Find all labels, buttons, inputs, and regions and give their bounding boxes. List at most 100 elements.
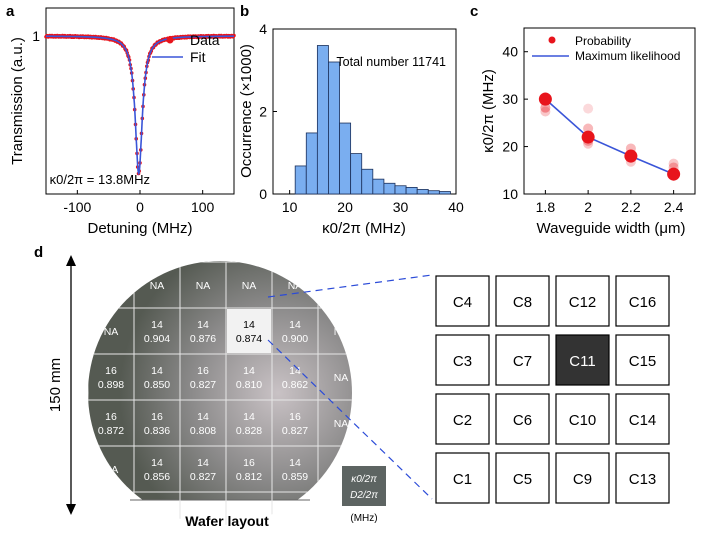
wafer-cell-d2: 0.876 [190, 333, 216, 345]
chip-box [555, 393, 610, 445]
chip-label: C12 [569, 294, 597, 311]
wafer-cell-d2: 0.872 [98, 425, 124, 437]
panel-c-xtick-label: 2.2 [621, 199, 641, 215]
panel-b-bar [361, 168, 374, 195]
chip-label: C15 [629, 353, 657, 370]
chip-box [615, 452, 670, 504]
wafer-cell-na: NA [150, 280, 165, 292]
wafer-key-line1: κ0/2π [351, 474, 377, 485]
panel-c-xlabel: Waveguide width (μm) [537, 220, 686, 237]
wafer-cell-d2: 0.812 [236, 471, 262, 483]
wafer-cell-d2: 0.862 [282, 379, 308, 391]
wafer-cell-d2: 0.859 [282, 471, 308, 483]
panel-a-annotation: κ0/2π = 13.8MHz [50, 172, 150, 187]
wafer-diameter-label: 150 mm [47, 358, 64, 412]
panel-c-probability-point [668, 158, 679, 169]
panel-b-xtick-label: 40 [448, 199, 464, 215]
chip-label: C5 [513, 471, 532, 488]
chip-box [495, 393, 550, 445]
wafer-cell-na: NA [104, 326, 119, 338]
arrow-up-icon [66, 255, 76, 266]
chip-label: C9 [573, 471, 592, 488]
panel-b-bar [328, 61, 340, 195]
wafer-cell-kappa: 16 [197, 503, 209, 515]
chip-box [435, 393, 490, 445]
chip-label: C13 [629, 471, 657, 488]
panel-b-xlabel: κ0/2π (MHz) [322, 220, 406, 237]
panel-a-xtick-label: 0 [136, 199, 144, 215]
panel-b-xtick-label: 30 [393, 199, 409, 215]
wafer-cell-d2: 0.900 [282, 333, 308, 345]
panel-c-ml-line [544, 98, 674, 175]
chip-box [435, 275, 490, 327]
panel-c-ml-point [581, 130, 595, 144]
wafer-cell-kappa: 14 [197, 457, 209, 469]
panel-a-xlabel: Detuning (MHz) [87, 220, 192, 237]
wafer-cell-na: NA [104, 464, 119, 476]
chip-box [615, 393, 670, 445]
panel-b-histogram: 10 20 30 40 0 2 4 κ0/2π (MHz) Occurrence (×100… [238, 21, 464, 237]
wafer-cell-d2: 0.874 [236, 333, 262, 345]
wafer-cell-d2: 0.898 [98, 379, 124, 391]
wafer-cell-d2: 0.856 [144, 471, 170, 483]
panel-c-xtick-label: 2 [584, 199, 592, 215]
wafer-cell-d2: 0.856 [190, 517, 216, 529]
chip-box [435, 334, 490, 386]
panel-c-ytick-label: 30 [502, 91, 518, 107]
panel-c-probability-point [583, 103, 594, 114]
panel-label-a: a [6, 3, 15, 20]
panel-a-legend-data: Data [190, 32, 220, 48]
panel-c-ytick-label: 10 [502, 186, 518, 202]
panel-a-legend-fit: Fit [190, 49, 206, 65]
wafer-cell-kappa: 14 [243, 365, 255, 377]
panel-c-ml-point [667, 167, 681, 181]
panel-c-probability-point [540, 102, 551, 113]
wafer-cell-d2: 0.850 [144, 379, 170, 391]
panel-b-bar [350, 153, 363, 195]
chip-label: C3 [453, 353, 472, 370]
zoom-line-top [267, 274, 433, 298]
chip-box [555, 334, 610, 386]
panel-c-ylabel: κ0/2π (MHz) [480, 69, 497, 153]
panel-b-bar [372, 178, 385, 195]
wafer-cell-d2: 0.810 [236, 379, 262, 391]
wafer-cell-kappa: 14 [151, 457, 163, 469]
wafer-cell-kappa: 14 [243, 411, 255, 423]
chip-label: C1 [453, 471, 472, 488]
wafer-cell-kappa: 16 [105, 411, 117, 423]
panel-a-legend-data-marker [166, 36, 174, 44]
wafer-key-line2: D2/2π [350, 490, 378, 501]
panel-a-xtick-label: -100 [63, 199, 91, 215]
panel-b-xtick-label: 10 [282, 199, 298, 215]
wafer-cell-kappa: 14 [289, 319, 301, 331]
wafer-key-unit: (MHz) [350, 513, 377, 524]
panel-b-annotation: Total number 11741 [336, 55, 446, 69]
wafer-cell-d2: 0.883 [236, 517, 262, 529]
wafer-cell-kappa: 16 [151, 411, 163, 423]
panel-c-ml-point [538, 92, 552, 106]
chip-box [495, 452, 550, 504]
wafer-cell-kappa: 16 [289, 411, 301, 423]
chip-label: C16 [629, 294, 657, 311]
wafer-cell-highlight [227, 309, 271, 353]
wafer-title: Wafer layout [185, 513, 269, 529]
chip-box [615, 275, 670, 327]
panel-c-xtick-label: 2.4 [664, 199, 684, 215]
panel-c-ml-point [624, 149, 638, 163]
chip-box [495, 275, 550, 327]
wafer-cell-kappa: 14 [151, 365, 163, 377]
chip-label: C7 [513, 353, 532, 370]
panel-a-xtick-label: 100 [191, 199, 215, 215]
panel-b-bar [416, 189, 429, 195]
wafer-cell-d2: 0.904 [144, 333, 170, 345]
wafer-cell-na: NA [196, 280, 211, 292]
chip-box [435, 452, 490, 504]
wafer-cell-na: NA [334, 418, 349, 430]
wafer-cell-d2: 0.827 [190, 379, 216, 391]
panel-c-ytick-label: 20 [502, 139, 518, 155]
wafer-cell-d2: 0.827 [282, 425, 308, 437]
chip-label: C6 [513, 412, 532, 429]
panel-label-b: b [240, 3, 249, 20]
wafer-cell-na: NA [242, 280, 257, 292]
